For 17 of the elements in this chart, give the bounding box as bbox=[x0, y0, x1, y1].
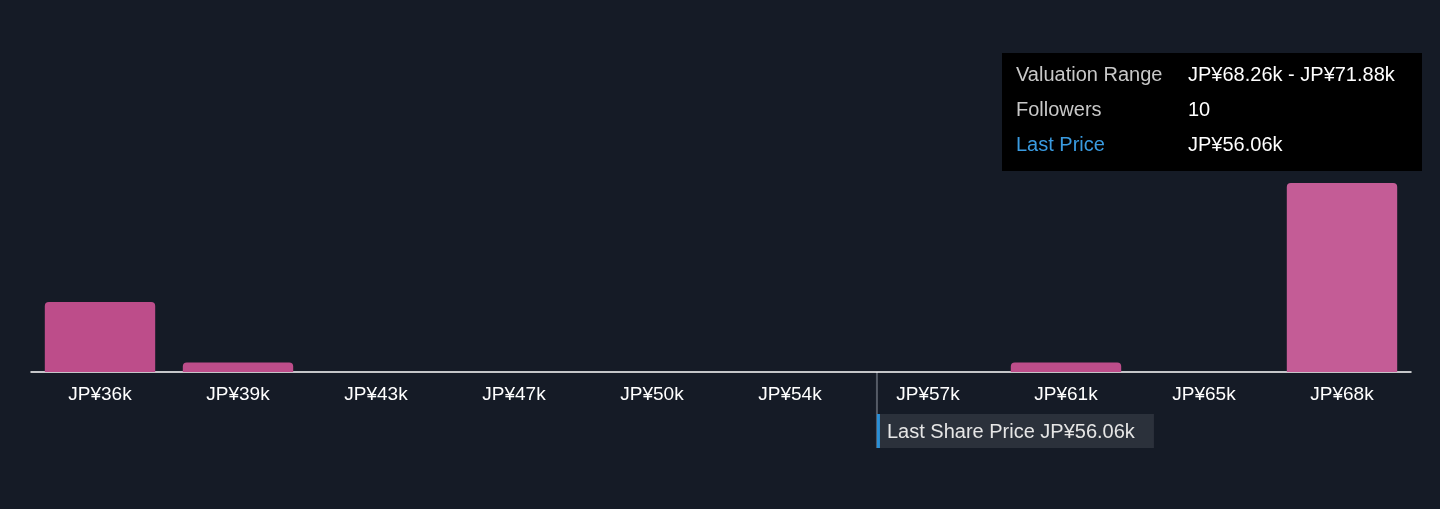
text: JP¥68.26k - JP¥71.88k bbox=[1188, 63, 1396, 85]
text: Followers bbox=[1016, 98, 1102, 120]
text: JP¥56.06k bbox=[1188, 133, 1284, 155]
text: Last Share Price JP¥56.06k bbox=[886, 420, 1136, 442]
x-tick-label: JP¥57k bbox=[896, 383, 961, 404]
text: Last Price bbox=[1016, 133, 1105, 155]
x-tick-label: JP¥50k bbox=[620, 383, 685, 404]
text: 10 bbox=[1188, 98, 1211, 120]
x-tick-label: JP¥68k bbox=[1310, 383, 1375, 404]
x-tick-label: JP¥61k bbox=[1034, 383, 1099, 404]
text: Valuation Range bbox=[1016, 63, 1163, 85]
x-tick-label: JP¥43k bbox=[344, 383, 409, 404]
x-tick-label: JP¥36k bbox=[68, 383, 133, 404]
x-tick-label: JP¥65k bbox=[1172, 383, 1237, 404]
x-tick-label: JP¥47k bbox=[482, 383, 547, 404]
x-tick-label: JP¥54k bbox=[758, 383, 823, 404]
x-tick-label: JP¥39k bbox=[206, 383, 271, 404]
